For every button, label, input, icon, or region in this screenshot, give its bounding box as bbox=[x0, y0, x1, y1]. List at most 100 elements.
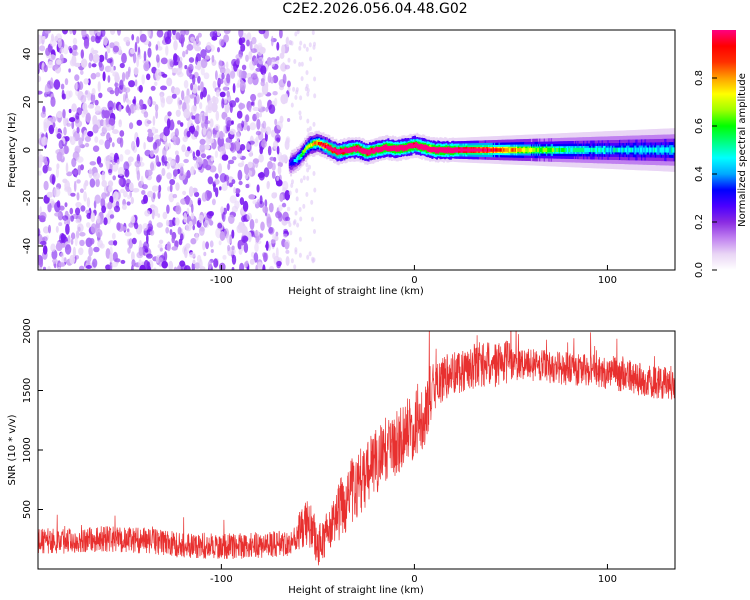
signal-segment bbox=[469, 148, 472, 152]
noise-blob bbox=[184, 95, 191, 104]
noise-blob bbox=[117, 30, 121, 36]
noise-blob bbox=[51, 249, 58, 260]
noise-blob bbox=[219, 91, 226, 98]
signal-segment bbox=[546, 148, 549, 152]
noise-blob bbox=[143, 111, 149, 118]
signal-segment bbox=[502, 148, 504, 152]
signal-segment bbox=[645, 147, 648, 153]
noise-blob bbox=[89, 238, 95, 245]
noise-blob bbox=[185, 195, 190, 205]
noise-blob bbox=[116, 159, 120, 165]
signal-segment bbox=[480, 148, 482, 152]
noise-blob bbox=[240, 43, 246, 52]
noise-blob bbox=[181, 34, 185, 45]
signal-segment bbox=[543, 148, 546, 152]
noise-blob bbox=[268, 226, 275, 235]
noise-blob bbox=[312, 121, 316, 127]
signal-segment bbox=[339, 150, 342, 153]
noise-blob bbox=[250, 101, 254, 106]
noise-blob bbox=[136, 119, 143, 126]
noise-blob bbox=[38, 90, 43, 95]
signal-segment bbox=[416, 144, 419, 148]
signal-segment bbox=[520, 148, 523, 152]
noise-blob bbox=[52, 258, 58, 264]
noise-blob bbox=[124, 168, 130, 178]
noise-blob bbox=[118, 119, 122, 128]
noise-blob bbox=[49, 38, 57, 47]
noise-blob bbox=[218, 59, 223, 70]
noise-blob bbox=[151, 185, 159, 192]
noise-blob bbox=[210, 155, 215, 162]
noise-blob bbox=[313, 76, 317, 82]
noise-blob bbox=[136, 251, 144, 259]
signal-segment bbox=[510, 148, 513, 152]
noise-blob bbox=[108, 168, 112, 174]
noise-blob bbox=[104, 51, 108, 61]
noise-blob bbox=[47, 61, 54, 69]
noise-blob bbox=[177, 264, 181, 270]
noise-blob bbox=[49, 54, 56, 61]
noise-blob bbox=[182, 245, 189, 256]
noise-blob bbox=[130, 215, 136, 224]
noise-blob bbox=[222, 234, 226, 241]
noise-blob bbox=[249, 60, 255, 71]
noise-blob bbox=[129, 122, 134, 130]
noise-blob bbox=[287, 118, 291, 122]
signal-segment bbox=[336, 150, 339, 156]
noise-blob bbox=[269, 156, 275, 161]
noise-blob bbox=[113, 45, 119, 53]
noise-blob bbox=[300, 76, 304, 82]
noise-blob bbox=[295, 87, 299, 93]
page-title: C2E2.2026.056.04.48.G02 bbox=[282, 1, 468, 17]
noise-blob bbox=[262, 264, 266, 270]
noise-blob bbox=[215, 70, 218, 81]
signal-segment bbox=[518, 148, 521, 152]
signal-segment bbox=[481, 148, 484, 152]
noise-blob bbox=[288, 190, 292, 196]
noise-blob bbox=[250, 93, 257, 102]
noise-blob bbox=[253, 252, 259, 263]
noise-blob bbox=[143, 259, 150, 270]
noise-blob bbox=[186, 169, 191, 179]
noise-blob bbox=[239, 197, 245, 206]
noise-blob bbox=[200, 49, 207, 59]
noise-blob bbox=[231, 58, 238, 67]
noise-blob bbox=[238, 30, 244, 38]
noise-blob bbox=[69, 47, 73, 54]
noise-blob bbox=[178, 173, 186, 181]
noise-blob bbox=[191, 83, 198, 94]
noise-blob bbox=[265, 106, 269, 113]
noise-blob bbox=[258, 153, 264, 163]
noise-blob bbox=[181, 90, 185, 101]
signal-segment bbox=[632, 147, 635, 153]
noise-blob bbox=[175, 32, 181, 40]
signal-segment bbox=[535, 148, 538, 152]
noise-blob bbox=[69, 207, 74, 215]
noise-blob bbox=[290, 102, 294, 108]
signal-segment bbox=[663, 147, 665, 153]
signal-segment bbox=[549, 148, 552, 152]
noise-blob bbox=[96, 156, 102, 165]
noise-blob bbox=[184, 150, 190, 158]
noise-blob bbox=[64, 78, 69, 86]
noise-blob bbox=[48, 224, 51, 234]
noise-blob bbox=[139, 33, 147, 43]
signal-segment bbox=[629, 147, 632, 153]
noise-blob bbox=[140, 175, 144, 185]
colorbar-tick-label: 0.8 bbox=[694, 70, 705, 86]
signal-segment bbox=[537, 148, 540, 152]
signal-segment bbox=[423, 146, 426, 150]
signal-segment bbox=[573, 147, 576, 153]
noise-blob bbox=[261, 139, 267, 148]
noise-blob bbox=[261, 123, 265, 128]
noise-blob bbox=[305, 46, 309, 52]
noise-blob bbox=[260, 221, 265, 231]
noise-blob bbox=[215, 89, 220, 97]
signal-segment bbox=[410, 143, 413, 147]
noise-blob bbox=[211, 198, 216, 206]
noise-blob bbox=[226, 90, 230, 98]
noise-blob bbox=[74, 236, 78, 247]
noise-blob bbox=[248, 194, 256, 200]
noise-blob bbox=[75, 82, 79, 90]
signal-segment bbox=[333, 148, 335, 151]
